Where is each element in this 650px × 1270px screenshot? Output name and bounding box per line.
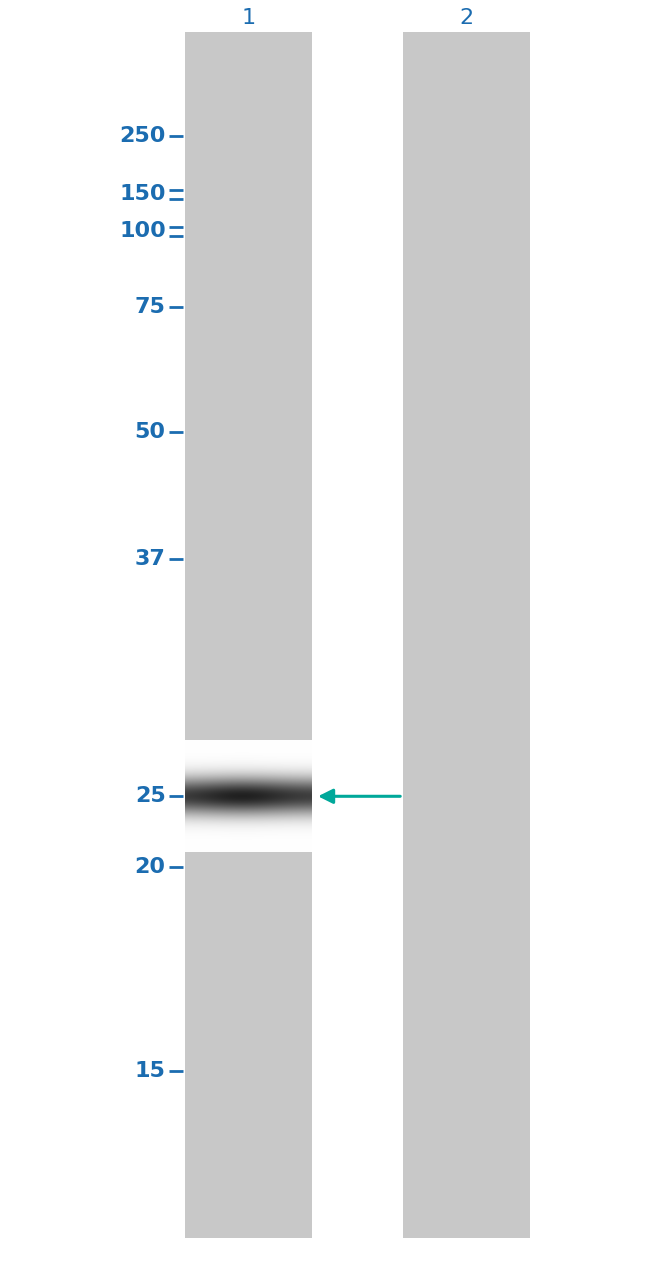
Text: 50: 50 <box>135 422 166 442</box>
Text: 150: 150 <box>119 184 166 204</box>
Text: 25: 25 <box>135 786 166 806</box>
Text: 1: 1 <box>241 8 255 28</box>
Bar <box>403 32 530 1238</box>
Text: 75: 75 <box>135 297 166 318</box>
Text: 2: 2 <box>459 8 473 28</box>
Text: 15: 15 <box>135 1060 166 1081</box>
Text: 250: 250 <box>120 126 166 146</box>
Text: 100: 100 <box>119 221 166 241</box>
Text: 37: 37 <box>135 549 166 569</box>
Text: 20: 20 <box>135 857 166 878</box>
Bar <box>185 32 312 1238</box>
